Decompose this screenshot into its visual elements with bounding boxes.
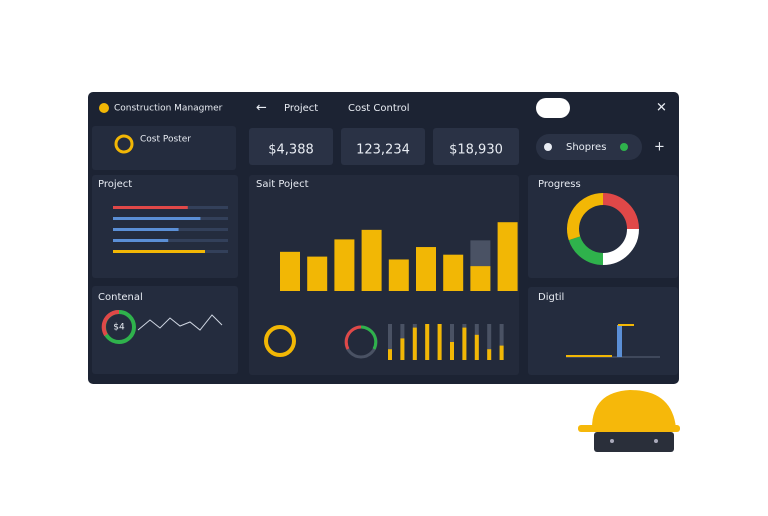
pill-label[interactable]: Shopres (566, 142, 606, 153)
donut-label: $4 (113, 323, 125, 333)
bar (113, 239, 169, 242)
bar (113, 217, 201, 220)
mini-bar (425, 324, 430, 360)
ring (264, 325, 296, 357)
add[interactable]: + (654, 140, 665, 155)
mini-bar (450, 342, 454, 360)
stat-card (433, 128, 519, 165)
panel-title: Project (98, 179, 132, 190)
panel-title: Contenal (98, 292, 143, 303)
mini-track (388, 324, 392, 360)
line (566, 324, 634, 357)
stat-card (341, 128, 425, 165)
bar (113, 250, 205, 253)
panel-title: Digtil (538, 292, 564, 303)
mini-bar (499, 345, 504, 360)
pill[interactable] (536, 134, 642, 160)
icon (544, 143, 552, 151)
bar (113, 206, 188, 209)
mini-bar (400, 338, 405, 360)
hard-hat (592, 390, 676, 428)
rivet (654, 439, 658, 443)
bar (307, 256, 328, 291)
donut-segment (568, 236, 604, 265)
mini-bar (474, 334, 479, 360)
bar (280, 251, 300, 291)
back-arrow[interactable]: ← (256, 101, 267, 116)
ring (360, 325, 378, 350)
rivet (610, 439, 614, 443)
stat-value: 123,234 (356, 143, 410, 158)
mini-track (499, 324, 504, 360)
card (92, 126, 236, 170)
panel (92, 175, 238, 278)
bar (361, 229, 382, 291)
sparkline (137, 314, 223, 331)
mini-bar (462, 327, 467, 360)
mini-bar (388, 349, 392, 360)
mini-bar (487, 349, 492, 360)
bar (416, 247, 436, 291)
ring (101, 309, 120, 337)
hard-hat-band (594, 432, 674, 452)
mini-track (487, 324, 492, 360)
panel (528, 175, 678, 278)
panel (92, 286, 238, 374)
stat-value: $4,388 (268, 143, 314, 158)
bar (497, 222, 518, 291)
nav-item[interactable]: Project (284, 103, 318, 114)
panel-title: Progress (538, 179, 581, 190)
panel-title: Sait Poject (256, 179, 309, 190)
icon (114, 134, 134, 154)
donut-segment (602, 228, 639, 265)
mini-bar (437, 324, 442, 360)
stat-value: $18,930 (449, 143, 503, 158)
stat-card (249, 128, 333, 165)
close[interactable]: ✕ (656, 101, 667, 116)
nav-item[interactable]: Cost Control (348, 103, 410, 114)
toggle[interactable] (536, 98, 570, 118)
app-title: Construction Managmer (114, 104, 223, 114)
bar (113, 228, 179, 231)
panel (528, 287, 678, 375)
bar (334, 239, 355, 291)
logo (99, 103, 109, 113)
bar (388, 259, 409, 291)
card-title: Cost Poster (140, 135, 191, 145)
donut-segment (602, 193, 639, 230)
hard-hat-brim (578, 425, 680, 432)
ring (344, 325, 362, 350)
bar-track (113, 239, 228, 242)
bar (470, 266, 491, 291)
bar (443, 254, 464, 291)
donut-segment (567, 193, 604, 241)
status-dot (620, 143, 628, 151)
bar (617, 325, 622, 357)
mini-bar (412, 327, 417, 360)
